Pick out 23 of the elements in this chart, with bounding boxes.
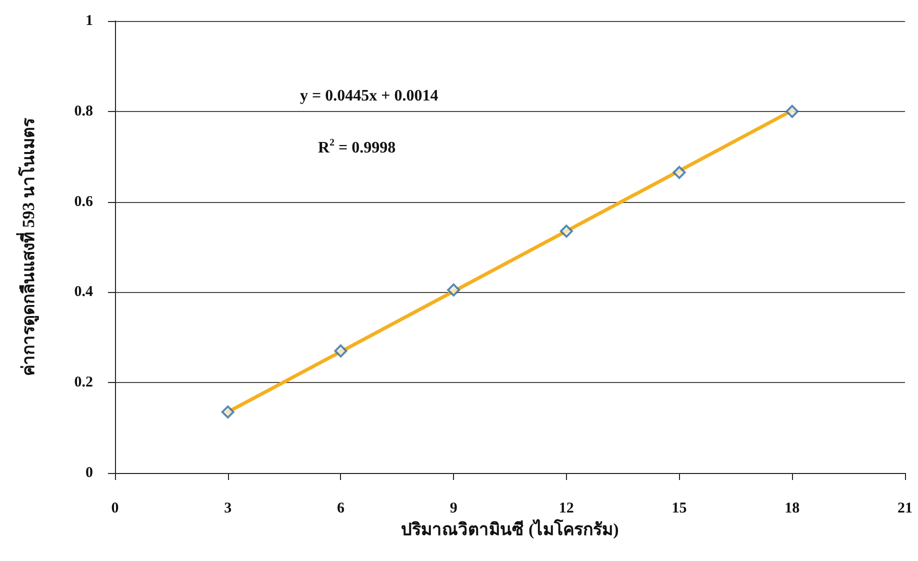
x-tick-label: 12: [558, 500, 574, 516]
y-tick-label: 1: [86, 13, 93, 29]
x-tick-label: 3: [224, 500, 232, 516]
point: [672, 166, 686, 179]
x-tick-label: 9: [450, 500, 458, 516]
point: [560, 224, 573, 238]
annotation: y = 0.0445x + 0.0014: [300, 88, 438, 104]
y-axis-title: ค่าการดูดกลืนแสงที่ 593 นาโนเมตร: [16, 117, 40, 376]
x-tick-label: 18: [784, 500, 800, 516]
y-tick-label: 0: [86, 465, 93, 481]
point: [447, 283, 460, 296]
y-tick-label: 0.6: [74, 194, 94, 210]
x-tick-label: 0: [111, 500, 119, 516]
y-tick-label: 0.2: [74, 374, 93, 391]
point: [334, 344, 348, 358]
x-axis-title: ปริมาณวิตามินซี (ไมโครกรัม): [401, 518, 619, 539]
x-tick-label: 21: [898, 500, 912, 516]
y-tick-label: 0.8: [74, 103, 93, 120]
point: [221, 405, 234, 418]
y-tick-label: 0.4: [74, 284, 94, 300]
x-tick-label: 15: [672, 500, 687, 516]
x-tick-label: 6: [336, 500, 345, 516]
point: [786, 104, 799, 118]
